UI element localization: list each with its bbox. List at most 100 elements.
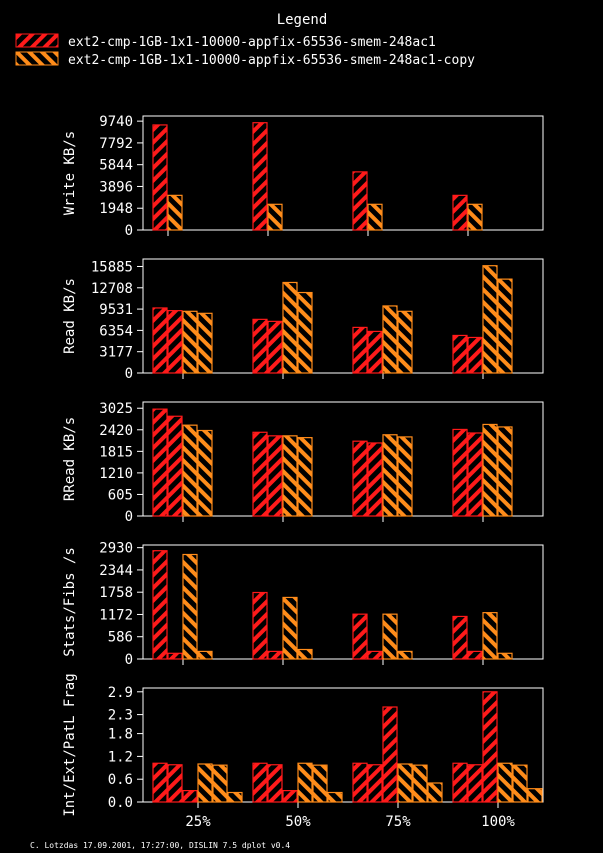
bar [352,613,368,660]
y-tick-label: 0.0 [108,795,133,811]
bar [197,650,213,660]
y-tick-label: 1.2 [108,749,133,765]
bar [297,291,313,374]
bar [252,762,268,803]
bar [282,435,298,517]
bar [267,435,283,517]
y-axis-title: Write KB/s [62,131,78,215]
bar [367,650,383,660]
bar [312,764,328,803]
bar [512,764,528,803]
x-tick-label: 75% [385,814,411,830]
y-tick-label: 1948 [99,201,133,217]
bar [282,281,298,374]
bar [197,763,213,803]
plot-frame [142,687,544,803]
bar [397,763,413,803]
bar [482,612,498,660]
bar [352,326,368,374]
bar [152,550,168,660]
legend: Legend ext2-cmp-1GB-1x1-10000-appfix-655… [15,12,475,68]
legend-title: Legend [277,12,328,28]
bar [452,334,468,374]
bar [267,764,283,803]
y-tick-label: 5844 [99,158,133,174]
bar [497,652,513,660]
plot-frame [142,258,544,374]
bar [482,265,498,374]
bar [167,194,183,231]
bar [152,762,168,803]
bar [527,788,543,803]
y-tick-label: 1210 [99,466,133,482]
bar [297,437,313,517]
bar [152,408,168,517]
bar [152,124,168,231]
bar [412,764,428,803]
plot-frame [142,544,544,660]
bar [382,706,398,803]
y-tick-label: 1172 [99,607,133,623]
bar [182,310,198,374]
y-tick-label: 9740 [99,114,133,130]
bar [482,423,498,517]
bar [467,764,483,803]
y-axis-title: Stats/Fibs /s [62,547,78,657]
bar [252,431,268,517]
bar [212,764,228,803]
bar [167,652,183,660]
legend-entry-1: ext2-cmp-1GB-1x1-10000-appfix-65536-smem… [68,35,436,50]
bar [252,591,268,660]
x-tick-label: 100% [481,814,515,830]
y-tick-label: 1815 [99,444,133,460]
bar [282,789,298,803]
bar [367,442,383,517]
panel-3: 0 605 1210 1815 2420 3025 RRead KB/s [62,401,544,525]
y-tick-label: 605 [108,487,133,503]
bar [497,426,513,517]
bar [382,613,398,660]
bar [452,194,468,231]
bar [197,312,213,374]
bar [467,650,483,660]
bar [167,310,183,374]
y-tick-label: 2.3 [108,708,133,724]
bar [152,307,168,374]
chart-panels: 0 1948 3896 5844 7792 9740 Write KB/s 0 3177 6354… [62,114,544,817]
bar [467,203,483,231]
bar [297,648,313,660]
y-tick-label: 1758 [99,585,133,601]
bar [482,691,498,803]
bar [452,762,468,803]
bar [182,424,198,517]
y-tick-label: 9531 [99,302,133,318]
y-tick-label: 15885 [91,259,133,275]
bar [352,440,368,517]
bar [497,278,513,374]
y-tick-label: 0 [125,652,133,668]
panel-5: 0.0 0.6 1.2 1.8 2.3 2.9 Int/Ext/PatL Frag [62,673,544,817]
bar [267,320,283,374]
bar [182,553,198,660]
bar [427,782,443,803]
bar [452,428,468,517]
plot-frame [142,401,544,517]
x-tick-label: 25% [185,814,211,830]
bar [352,171,368,231]
bar [367,203,383,231]
bar [197,429,213,517]
y-axis-title: Read KB/s [62,278,78,354]
y-tick-label: 2420 [99,423,133,439]
y-tick-label: 3025 [99,401,133,417]
bar [397,310,413,374]
y-tick-label: 0.6 [108,772,133,788]
bar [382,305,398,374]
x-tick-label: 50% [285,814,311,830]
y-axis-title: RRead KB/s [62,417,78,501]
bar [367,764,383,803]
y-tick-label: 2344 [99,563,133,579]
legend-swatch-1 [15,33,59,48]
bar [452,615,468,660]
legend-swatch-2 [15,51,59,66]
